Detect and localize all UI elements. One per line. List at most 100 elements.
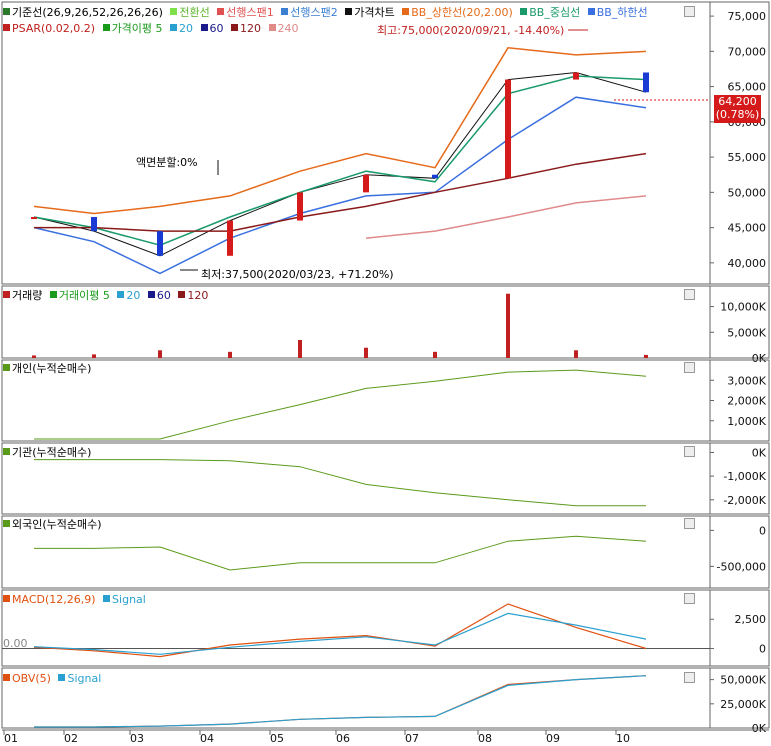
obv-ytick-label: 25,000K xyxy=(720,698,766,711)
legend-ma20: 20 xyxy=(170,22,193,35)
legend-ma120: 120 xyxy=(231,22,261,35)
legend-obv-signal: Signal xyxy=(58,672,101,685)
x-tick-label: 03 xyxy=(130,732,144,745)
obv-panel-button[interactable] xyxy=(684,672,695,683)
volume-panel-button[interactable] xyxy=(684,289,695,300)
obv-ytick-label: 50,000K xyxy=(720,674,766,687)
volume-bar xyxy=(364,347,368,358)
institution-panel-button[interactable] xyxy=(684,446,695,457)
legend-bb-upper: BB_상한선(20,2.00) xyxy=(402,6,513,19)
macd-panel-button[interactable] xyxy=(684,593,695,604)
price-candle xyxy=(157,231,163,256)
annotation-split: 액면분할:0% xyxy=(136,156,198,169)
legend-ma240: 240 xyxy=(268,22,299,35)
foreign-legend: 외국인(누적순매수) xyxy=(3,518,106,531)
foreign-panel-button[interactable] xyxy=(684,518,695,529)
price-candle xyxy=(505,79,511,179)
macd-legend: MACD(12,26,9) Signal xyxy=(3,593,150,606)
individual-ytick-label: 1,000K xyxy=(727,415,766,428)
current-price: 64,200 xyxy=(718,95,757,108)
legend-obv: OBV(5) xyxy=(3,672,51,685)
foreign-ytick-label: -500,000 xyxy=(717,560,766,573)
price-candle xyxy=(297,192,303,221)
institution-frame xyxy=(1,442,770,515)
price-frame xyxy=(1,1,770,285)
individual-legend: 개인(누적순매수) xyxy=(3,362,95,375)
legend-vol-ma60: 60 xyxy=(147,289,171,302)
price-ytick-label: 40,000 xyxy=(728,257,767,270)
macd-line xyxy=(33,603,647,658)
volume-bar xyxy=(298,340,302,358)
price-legend-row2: PSAR(0.02,0.2) 가격이평 5 20 60 120 240 xyxy=(3,22,303,35)
volume-bar xyxy=(158,350,162,358)
price-series-4 xyxy=(34,152,647,232)
obv-ytick-label: 0K xyxy=(752,722,767,735)
legend-tenkan: 전환선 xyxy=(170,6,210,19)
x-tick-label: 08 xyxy=(478,732,492,745)
foreign-ytick-label: 0 xyxy=(759,524,766,537)
legend-vol-ma20: 20 xyxy=(117,289,140,302)
price-candle xyxy=(432,174,438,179)
price-candle xyxy=(363,174,369,193)
legend-span2: 선행스팬2 xyxy=(281,6,338,19)
obv-legend: OBV(5) Signal xyxy=(3,672,105,685)
obv-frame xyxy=(1,667,770,729)
volume-ytick-label: 0K xyxy=(752,352,767,365)
volume-ytick-label: 5,000K xyxy=(727,326,766,339)
x-tick-label: 01 xyxy=(4,732,18,745)
individual-line xyxy=(34,369,647,440)
macd-ytick-label: 2,500 xyxy=(735,613,767,626)
legend-vol-ma5: 거래이평 5 xyxy=(49,289,110,302)
current-change: (0.78%) xyxy=(715,108,760,121)
macd-zero-label: 0.00 xyxy=(3,637,28,650)
price-ytick-label: 70,000 xyxy=(728,45,767,58)
price-candle xyxy=(31,217,37,220)
macd-signal-line xyxy=(33,612,647,655)
price-series-3 xyxy=(33,96,647,275)
price-series-0 xyxy=(33,71,647,257)
volume-bar xyxy=(32,355,36,358)
institution-line xyxy=(34,459,646,507)
volume-bar xyxy=(92,354,96,358)
price-panel-button[interactable] xyxy=(684,6,695,17)
x-tick-label: 10 xyxy=(616,732,630,745)
x-tick-label: 07 xyxy=(405,732,419,745)
price-ytick-label: 45,000 xyxy=(728,222,767,235)
legend-ma60: 60 xyxy=(200,22,224,35)
price-ytick-label: 55,000 xyxy=(728,151,767,164)
macd-frame xyxy=(1,589,770,667)
volume-bar xyxy=(574,350,578,358)
x-tick-label: 05 xyxy=(270,732,284,745)
price-candle xyxy=(573,72,579,80)
obv-line xyxy=(34,675,647,728)
obv-signal-line xyxy=(34,675,647,728)
institution-ytick-label: 0K xyxy=(752,446,767,459)
x-tick-label: 06 xyxy=(336,732,350,745)
volume-legend: 거래량 거래이평 5 20 60 120 xyxy=(3,289,212,302)
individual-panel-button[interactable] xyxy=(684,362,695,373)
price-ytick-label: 75,000 xyxy=(728,10,767,23)
price-series-5 xyxy=(365,195,647,239)
legend-macd: MACD(12,26,9) xyxy=(3,593,96,606)
individual-frame xyxy=(1,359,770,442)
volume-bar xyxy=(644,354,648,358)
price-series-1 xyxy=(33,47,647,215)
price-series-2 xyxy=(33,75,647,246)
x-tick-label: 02 xyxy=(64,732,78,745)
legend-volume: 거래량 xyxy=(3,289,42,302)
institution-legend: 기관(누적순매수) xyxy=(3,446,95,459)
institution-ytick-label: -2,000K xyxy=(723,494,766,507)
foreign-line xyxy=(34,535,647,571)
price-candle xyxy=(643,72,649,93)
volume-bar xyxy=(228,351,232,358)
volume-ytick-label: 10,000K xyxy=(720,301,766,314)
price-legend-row1: 기준선(26,9,26,52,26,26,26) 전환선 선행스팬1 선행스팬2… xyxy=(3,6,652,19)
current-price-box: 64,200 (0.78%) xyxy=(714,95,761,123)
legend-psar: PSAR(0.02,0.2) xyxy=(3,22,95,35)
legend-span1: 선행스팬1 xyxy=(217,6,274,19)
x-tick-label: 04 xyxy=(200,732,214,745)
volume-frame xyxy=(1,285,770,359)
legend-price: 가격차트 xyxy=(345,6,395,19)
individual-ytick-label: 2,000K xyxy=(727,395,766,408)
